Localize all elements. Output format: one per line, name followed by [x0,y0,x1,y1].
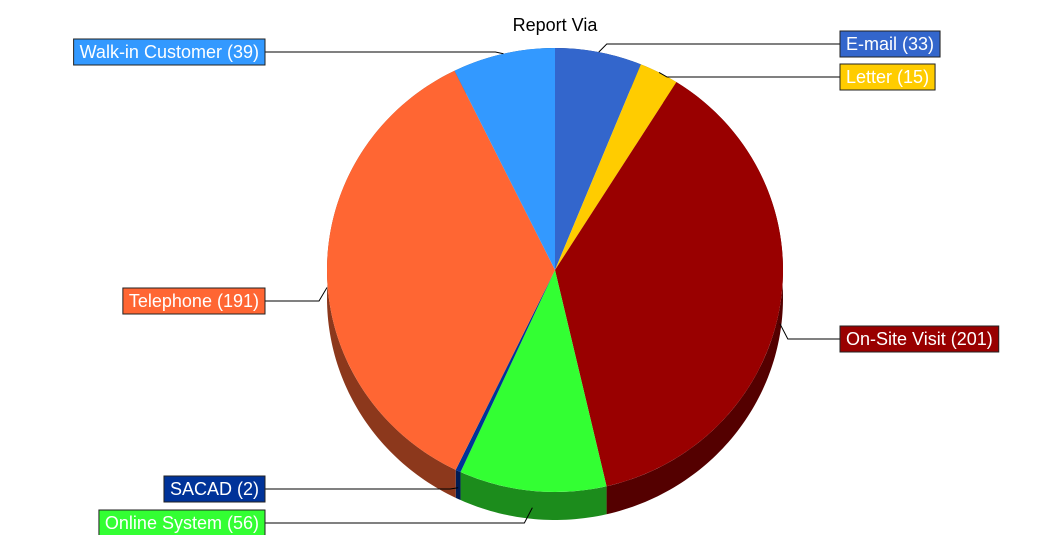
label-text: On-Site Visit (201) [846,329,993,349]
data-label: Walk-in Customer (39) [73,38,266,66]
label-box [122,287,266,315]
leader-line [265,507,533,524]
leader-line [265,487,459,490]
label-text: E-mail (33) [846,34,934,54]
label-box [839,63,936,91]
label-name: Walk-in Customer [80,42,222,62]
pie-slice [555,48,641,270]
pie-slices [327,48,784,492]
data-label: E-mail (33) [839,30,941,58]
data-label: Online System (56) [98,509,266,535]
label-text: Telephone (191) [129,291,259,311]
leader-line [658,72,840,78]
label-box [73,38,266,66]
slice-side [455,469,461,501]
label-name: SACAD [170,479,232,499]
data-label: Telephone (191) [122,287,266,315]
pie-slice [555,64,677,270]
label-value: (2) [237,479,259,499]
chart-title: Report Via [513,15,599,35]
pie-slice [455,270,555,473]
label-value: (56) [227,513,259,533]
label-box [839,30,941,58]
label-name: E-mail [846,34,897,54]
label-box [839,325,1000,353]
leader-line [265,287,328,302]
label-name: Telephone [129,291,212,311]
label-box [98,509,266,535]
data-label: On-Site Visit (201) [839,325,1000,353]
label-name: Online System [105,513,222,533]
pie-slice [454,48,555,270]
label-text: Walk-in Customer (39) [80,42,259,62]
label-name: On-Site Visit [846,329,946,349]
leader-line [598,43,840,53]
label-value: (191) [217,291,259,311]
label-text: SACAD (2) [170,479,259,499]
data-label: Letter (15) [839,63,936,91]
label-value: (15) [897,67,929,87]
pie-slice [555,82,784,487]
label-box [163,475,266,503]
label-value: (33) [902,34,934,54]
pie-slice [327,70,555,470]
label-text: Letter (15) [846,67,929,87]
pie-slice [460,270,607,492]
leader-line [779,323,840,340]
label-name: Letter [846,67,892,87]
label-value: (39) [227,42,259,62]
leader-line [265,51,504,55]
label-value: (201) [951,329,993,349]
label-text: Online System (56) [105,513,259,533]
data-label: SACAD (2) [163,475,266,503]
slice-side [606,82,783,515]
slice-side [460,472,607,520]
